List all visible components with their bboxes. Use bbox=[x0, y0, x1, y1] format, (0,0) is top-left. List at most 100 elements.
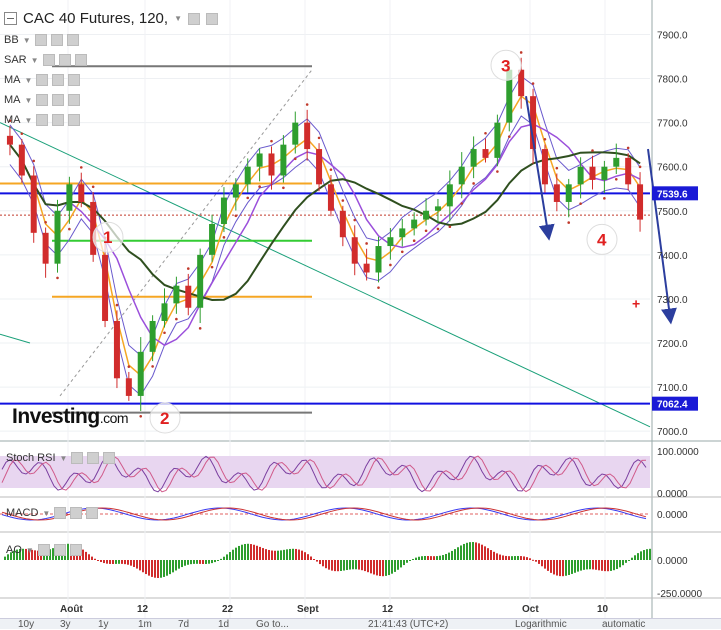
range-10y-button[interactable]: 10y bbox=[18, 619, 35, 630]
chevron-down-icon[interactable]: ▼ bbox=[24, 115, 33, 125]
candle-body[interactable] bbox=[446, 184, 453, 207]
candle-body[interactable] bbox=[78, 184, 85, 202]
candle-body[interactable] bbox=[577, 166, 584, 185]
gear-icon[interactable] bbox=[52, 74, 65, 86]
close-icon[interactable] bbox=[74, 54, 87, 66]
candle-body[interactable] bbox=[375, 246, 382, 273]
candle-body[interactable] bbox=[209, 224, 216, 255]
gear-icon[interactable] bbox=[52, 94, 65, 106]
candle-body[interactable] bbox=[149, 320, 156, 352]
gear-icon[interactable] bbox=[52, 114, 65, 126]
gear-icon[interactable] bbox=[50, 34, 63, 46]
annotation-circle[interactable] bbox=[149, 402, 181, 434]
close-icon[interactable] bbox=[86, 507, 99, 519]
annotation-circle[interactable] bbox=[586, 223, 618, 255]
candle-body[interactable] bbox=[6, 135, 13, 145]
chevron-down-icon[interactable]: ▼ bbox=[42, 508, 51, 518]
trend-line[interactable] bbox=[0, 333, 31, 344]
candle-body[interactable] bbox=[197, 254, 204, 308]
close-icon[interactable] bbox=[69, 544, 82, 556]
goto-button[interactable]: Go to... bbox=[256, 619, 289, 630]
logarithmic-toggle[interactable]: Logarithmic bbox=[515, 619, 567, 630]
candle-body[interactable] bbox=[434, 206, 441, 211]
trend-line[interactable] bbox=[0, 122, 651, 428]
chevron-down-icon[interactable]: ▼ bbox=[174, 14, 182, 23]
macd-legend[interactable]: MACD ▼ bbox=[6, 507, 99, 519]
candle-body[interactable] bbox=[494, 122, 501, 158]
candle-body[interactable] bbox=[280, 144, 287, 176]
candle-body[interactable] bbox=[541, 149, 548, 185]
candle-body[interactable] bbox=[137, 351, 144, 396]
candle-body[interactable] bbox=[351, 237, 358, 264]
eye-icon[interactable] bbox=[36, 94, 49, 106]
eye-icon[interactable] bbox=[71, 452, 84, 464]
ao-legend[interactable]: AO ▼ bbox=[6, 544, 82, 556]
chevron-down-icon[interactable]: ▼ bbox=[24, 75, 33, 85]
gear-icon[interactable] bbox=[58, 54, 71, 66]
candle-body[interactable] bbox=[589, 166, 596, 180]
candle-body[interactable] bbox=[637, 184, 644, 220]
indicator-row-ma-3[interactable]: MA ▼ bbox=[4, 114, 81, 126]
annotation-circle[interactable] bbox=[490, 49, 522, 81]
candle-body[interactable] bbox=[339, 210, 346, 238]
candle-body[interactable] bbox=[42, 232, 49, 264]
candle-body[interactable] bbox=[399, 228, 406, 238]
eye-icon[interactable] bbox=[36, 114, 49, 126]
candle-body[interactable] bbox=[268, 153, 275, 176]
gear-icon[interactable] bbox=[206, 12, 218, 25]
eye-icon[interactable] bbox=[36, 74, 49, 86]
range-3y-button[interactable]: 3y bbox=[60, 619, 71, 630]
candle-body[interactable] bbox=[18, 144, 25, 176]
close-icon[interactable] bbox=[66, 34, 79, 46]
candle-body[interactable] bbox=[102, 254, 109, 321]
close-icon[interactable] bbox=[68, 74, 81, 86]
range-1y-button[interactable]: 1y bbox=[98, 619, 109, 630]
candle-body[interactable] bbox=[565, 184, 572, 202]
candle-body[interactable] bbox=[173, 285, 180, 304]
candle-body[interactable] bbox=[423, 210, 430, 220]
candle-body[interactable] bbox=[292, 122, 299, 145]
candle-body[interactable] bbox=[220, 197, 227, 224]
range-1m-button[interactable]: 1m bbox=[138, 619, 152, 630]
trend-line[interactable] bbox=[59, 69, 313, 397]
candle-body[interactable] bbox=[54, 210, 61, 264]
candle-body[interactable] bbox=[125, 378, 132, 396]
candle-body[interactable] bbox=[625, 157, 632, 185]
indicator-row-ma-2[interactable]: MA ▼ bbox=[4, 94, 81, 106]
range-1d-button[interactable]: 1d bbox=[218, 619, 230, 630]
eye-icon[interactable] bbox=[42, 54, 55, 66]
stoch-rsi-legend[interactable]: Stoch RSI ▼ bbox=[6, 452, 116, 464]
candle-body[interactable] bbox=[316, 149, 323, 185]
candle-body[interactable] bbox=[613, 157, 620, 167]
chevron-down-icon[interactable]: ▼ bbox=[30, 55, 39, 65]
candle-body[interactable] bbox=[518, 69, 525, 97]
candle-body[interactable] bbox=[601, 166, 608, 180]
indicator-row-sar[interactable]: SAR ▼ bbox=[4, 54, 87, 66]
gear-icon[interactable] bbox=[87, 452, 100, 464]
candle-body[interactable] bbox=[530, 96, 537, 150]
chevron-down-icon[interactable]: ▼ bbox=[59, 453, 68, 463]
indicator-row-ma-1[interactable]: MA ▼ bbox=[4, 74, 81, 86]
candle-body[interactable] bbox=[185, 285, 192, 308]
down-arrow[interactable] bbox=[525, 96, 555, 241]
indicator-row-bb[interactable]: BB ▼ bbox=[4, 34, 79, 46]
candle-body[interactable] bbox=[66, 184, 73, 211]
candle-body[interactable] bbox=[304, 122, 311, 150]
candle-body[interactable] bbox=[411, 219, 418, 229]
gear-icon[interactable] bbox=[70, 507, 83, 519]
eye-icon[interactable] bbox=[34, 34, 47, 46]
candle-body[interactable] bbox=[90, 201, 97, 255]
eye-icon[interactable] bbox=[188, 12, 200, 25]
candle-body[interactable] bbox=[363, 263, 370, 273]
candle-body[interactable] bbox=[327, 184, 334, 211]
candle-body[interactable] bbox=[113, 320, 120, 379]
close-icon[interactable] bbox=[103, 452, 116, 464]
candle-body[interactable] bbox=[387, 237, 394, 247]
candle-body[interactable] bbox=[482, 149, 489, 158]
close-icon[interactable] bbox=[68, 114, 81, 126]
close-icon[interactable] bbox=[68, 94, 81, 106]
candle-body[interactable] bbox=[553, 184, 560, 202]
candle-body[interactable] bbox=[506, 69, 513, 123]
chevron-down-icon[interactable]: ▼ bbox=[22, 35, 31, 45]
